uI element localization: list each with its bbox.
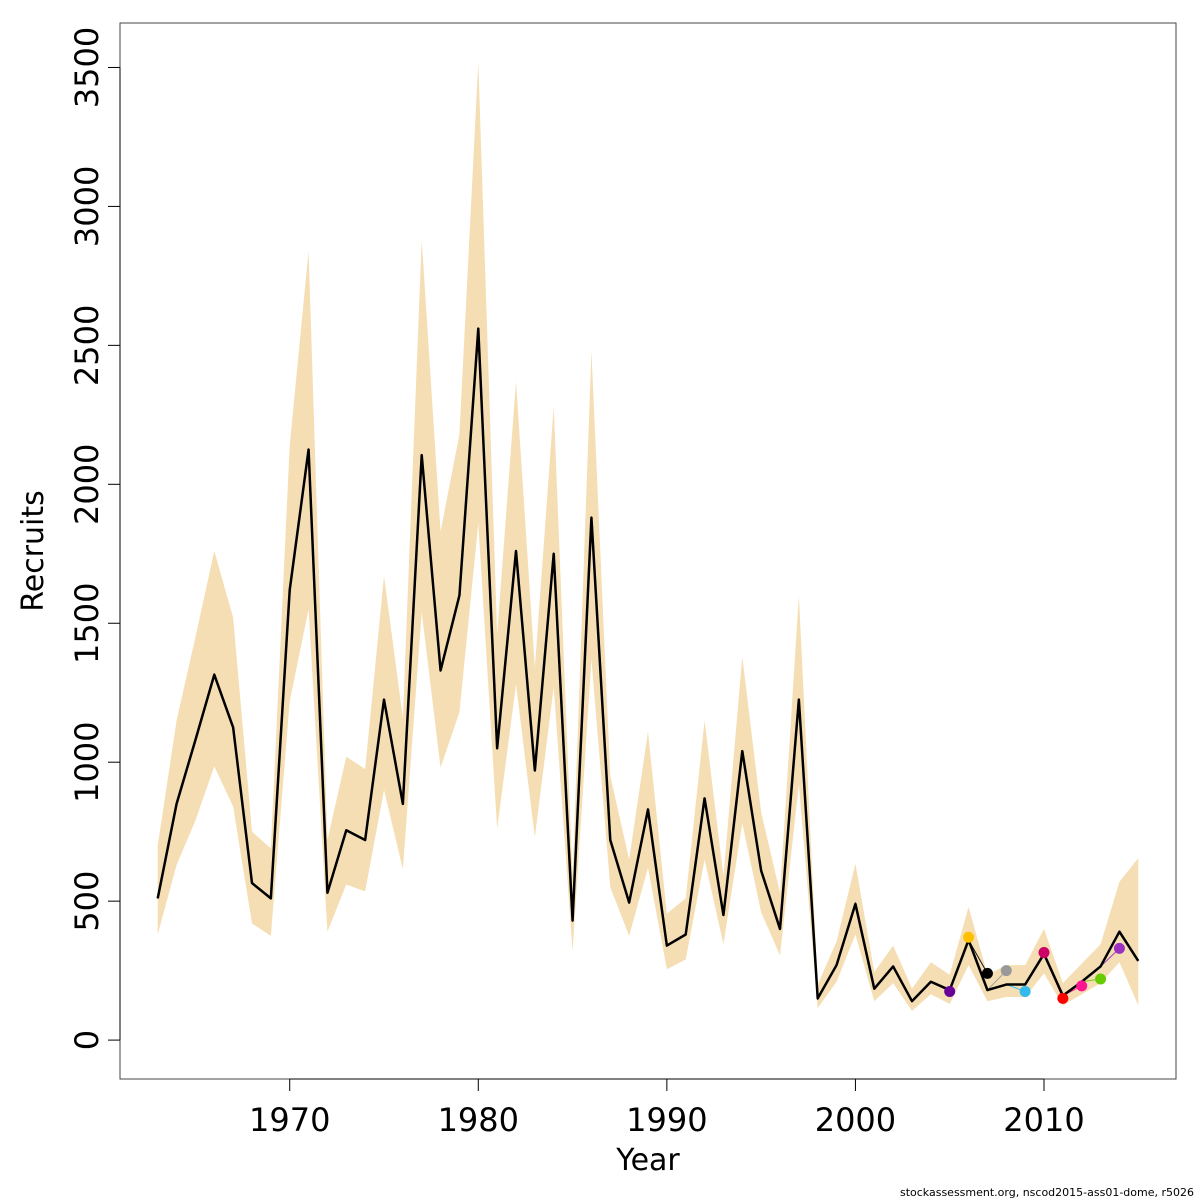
peel-point-2009 bbox=[1019, 985, 1031, 997]
x-tick-label: 2010 bbox=[1003, 1101, 1084, 1139]
peel-endpoints-layer bbox=[944, 931, 1125, 1004]
x-axis: 1970 1980 1990 2000 2010 bbox=[249, 1078, 1085, 1139]
peel-point-2005 bbox=[944, 985, 956, 997]
main-estimate-line bbox=[156, 327, 1140, 1003]
y-axis: 0 500 1000 1500 2000 2500 3000 3500 bbox=[68, 27, 121, 1050]
x-tick-label: 1980 bbox=[438, 1101, 519, 1139]
confidence-band bbox=[157, 61, 1139, 1011]
y-tick-label: 2000 bbox=[68, 444, 106, 525]
peel-point-2010 bbox=[1038, 947, 1050, 959]
peel-point-2013 bbox=[1095, 973, 1107, 985]
x-tick-label: 1970 bbox=[249, 1101, 330, 1139]
peel-point-2008 bbox=[1000, 965, 1012, 977]
peel-point-2011 bbox=[1057, 992, 1069, 1004]
plot-frame bbox=[119, 22, 1177, 1080]
y-tick-label: 1500 bbox=[68, 583, 106, 664]
y-tick-label: 1000 bbox=[68, 721, 106, 802]
peel-point-2006 bbox=[963, 931, 975, 943]
peel-point-2014 bbox=[1113, 942, 1125, 954]
peel-point-2012 bbox=[1076, 980, 1088, 992]
y-tick-label: 3000 bbox=[68, 166, 106, 247]
x-tick-label: 1990 bbox=[626, 1101, 707, 1139]
y-axis-title: Recruits bbox=[16, 490, 51, 612]
peel-point-2007 bbox=[981, 967, 993, 979]
y-tick-label: 0 bbox=[68, 1030, 106, 1050]
x-axis-title: Year bbox=[615, 1143, 680, 1178]
main-line-layer bbox=[156, 327, 1140, 1003]
credit-text: stockassessment.org, nscod2015-ass01-dom… bbox=[900, 1186, 1194, 1199]
confidence-band-layer bbox=[157, 61, 1139, 1011]
y-tick-label: 2500 bbox=[68, 305, 106, 386]
y-tick-label: 500 bbox=[68, 871, 106, 932]
y-tick-label: 3500 bbox=[68, 27, 106, 108]
x-tick-label: 2000 bbox=[815, 1101, 896, 1139]
